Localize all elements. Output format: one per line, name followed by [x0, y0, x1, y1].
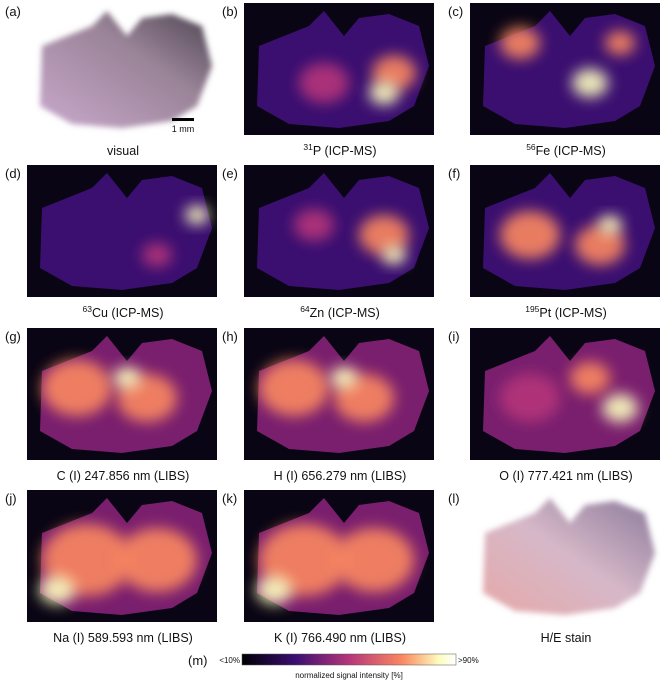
panel: (a) visual: [5, 4, 212, 158]
hotspot: [572, 68, 608, 98]
panel: (j) Na (I) 589.593 nm (LIBS): [5, 490, 217, 645]
panel-caption: 63Cu (ICP-MS): [83, 304, 164, 320]
hotspot: [42, 360, 112, 416]
caption-text: H (I) 656.279 nm (LIBS): [274, 469, 407, 483]
colorbar: [241, 653, 457, 666]
scale-bar-label: 1 mm: [172, 124, 195, 134]
hotspot: [500, 374, 560, 422]
panel-caption: O (I) 777.421 nm (LIBS): [499, 469, 632, 483]
panel-letter: (h): [222, 329, 238, 344]
panel-caption: 195Pt (ICP-MS): [525, 304, 607, 320]
hotspot: [570, 362, 610, 394]
caption-text: H/E stain: [541, 631, 592, 645]
panel-letter: (f): [448, 166, 460, 181]
panel-caption: C (I) 247.856 nm (LIBS): [57, 469, 190, 483]
panel-letter: (g): [5, 329, 21, 344]
panel: (d) 63Cu (ICP-MS): [5, 165, 217, 320]
panel-letter: (d): [5, 166, 21, 181]
panel-caption: K (I) 766.490 nm (LIBS): [274, 631, 406, 645]
scale-bar: [172, 118, 194, 121]
hotspot: [117, 528, 197, 592]
hotspot: [330, 366, 358, 390]
hotspot: [299, 63, 349, 103]
hotspot: [259, 360, 329, 416]
caption-text: K (I) 766.490 nm (LIBS): [274, 631, 406, 645]
caption-text: visual: [107, 144, 139, 158]
panel-caption: H/E stain: [541, 631, 592, 645]
hotspot: [294, 209, 334, 241]
panel: (b) 31P (ICP-MS): [222, 3, 434, 158]
panel-letter: (l): [448, 491, 460, 506]
isotope: 63: [83, 304, 93, 314]
hotspot: [575, 225, 625, 265]
hotspot: [500, 27, 540, 59]
hotspot: [605, 31, 635, 55]
element: Cu (ICP-MS): [92, 306, 164, 320]
panel: (h) H (I) 656.279 nm (LIBS): [222, 328, 434, 483]
panel-caption: visual: [107, 144, 139, 158]
panel-letter: (c): [448, 4, 463, 19]
panel-caption: Na (I) 589.593 nm (LIBS): [53, 631, 193, 645]
panel-letter: (b): [222, 4, 238, 19]
panel-caption: 56Fe (ICP-MS): [526, 142, 606, 158]
colorbar-max: >90%: [458, 656, 479, 665]
element: Fe (ICP-MS): [536, 144, 606, 158]
tissue-photo: [483, 498, 655, 615]
caption-text: Na (I) 589.593 nm (LIBS): [53, 631, 193, 645]
panel: (e) 64Zn (ICP-MS): [222, 165, 434, 320]
panel-letter: (i): [448, 329, 460, 344]
hotspot: [334, 528, 414, 592]
panel-letter: (a): [5, 4, 21, 19]
isotope: 195: [525, 304, 539, 314]
hotspot: [113, 366, 141, 390]
hotspot: [142, 243, 172, 267]
panel-caption: 64Zn (ICP-MS): [300, 304, 380, 320]
panel: (l) H/E stain: [448, 491, 655, 645]
colorbar-label: normalized signal intensity [%]: [295, 671, 403, 680]
hotspot: [256, 575, 292, 605]
tissue-map: [483, 336, 655, 453]
panel: (k) K (I) 766.490 nm (LIBS): [222, 490, 434, 645]
colorbar-min: <10%: [219, 656, 240, 665]
caption-text: C (I) 247.856 nm (LIBS): [57, 469, 190, 483]
isotope: 31: [303, 142, 313, 152]
isotope: 64: [300, 304, 310, 314]
caption-text: O (I) 777.421 nm (LIBS): [499, 469, 632, 483]
hotspot: [602, 393, 638, 423]
hotspot: [39, 575, 75, 605]
tissue-photo: [40, 11, 212, 128]
element: P (ICP-MS): [313, 144, 377, 158]
element: Zn (ICP-MS): [310, 306, 380, 320]
isotope: 56: [526, 142, 536, 152]
panel-caption: H (I) 656.279 nm (LIBS): [274, 469, 407, 483]
panel-letter: (j): [5, 491, 17, 506]
hotspot: [500, 211, 560, 259]
panel-letter: (m): [188, 653, 208, 668]
element: Pt (ICP-MS): [539, 306, 606, 320]
panel: (i) O (I) 777.421 nm (LIBS): [448, 328, 660, 483]
hotspot: [359, 215, 409, 255]
panel: (g) C (I) 247.856 nm (LIBS): [5, 328, 217, 483]
panel: (f) 195Pt (ICP-MS): [448, 165, 660, 320]
panel-letter: (e): [222, 166, 238, 181]
panel: (c) 56Fe (ICP-MS): [448, 3, 660, 158]
panel-caption: 31P (ICP-MS): [303, 142, 376, 158]
panel-letter: (k): [222, 491, 237, 506]
hotspot: [185, 205, 209, 225]
hotspot: [598, 215, 622, 235]
hotspot: [369, 81, 399, 105]
hotspot: [382, 245, 406, 265]
